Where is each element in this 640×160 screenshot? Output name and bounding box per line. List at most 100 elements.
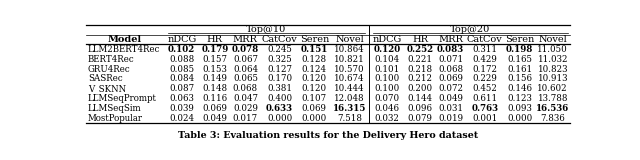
Text: 0.151: 0.151 [301, 45, 328, 54]
Text: 0.069: 0.069 [302, 104, 327, 113]
Text: 0.120: 0.120 [301, 74, 327, 84]
Text: 13.788: 13.788 [538, 94, 568, 103]
Text: 0.148: 0.148 [202, 84, 227, 93]
Text: 0.156: 0.156 [507, 74, 532, 84]
Text: Seren: Seren [505, 35, 534, 44]
Text: 0.000: 0.000 [301, 114, 327, 123]
Text: 0.100: 0.100 [374, 74, 399, 84]
Text: CatCov: CatCov [262, 35, 298, 44]
Text: 0.071: 0.071 [438, 55, 463, 64]
Text: 0.069: 0.069 [202, 104, 227, 113]
Text: 0.096: 0.096 [408, 104, 433, 113]
Text: 0.429: 0.429 [472, 55, 497, 64]
Text: 0.085: 0.085 [169, 65, 195, 74]
Text: 0.128: 0.128 [301, 55, 327, 64]
Text: 11.032: 11.032 [538, 55, 568, 64]
Text: MostPopular: MostPopular [88, 114, 143, 123]
Text: 0.149: 0.149 [202, 74, 227, 84]
Text: 0.400: 0.400 [267, 94, 292, 103]
Text: 0.170: 0.170 [267, 74, 292, 84]
Text: 0.031: 0.031 [438, 104, 463, 113]
Text: 0.146: 0.146 [507, 84, 532, 93]
Text: 0.611: 0.611 [472, 94, 497, 103]
Text: 0.101: 0.101 [374, 65, 399, 74]
Text: 7.836: 7.836 [540, 114, 565, 123]
Text: Model: Model [108, 35, 142, 44]
Text: 10.823: 10.823 [538, 65, 568, 74]
Text: 0.144: 0.144 [408, 94, 433, 103]
Text: V_SKNN: V_SKNN [88, 84, 126, 94]
Text: 0.200: 0.200 [408, 84, 433, 93]
Text: Novel: Novel [335, 35, 364, 44]
Text: 0.104: 0.104 [374, 55, 399, 64]
Text: 0.070: 0.070 [374, 94, 399, 103]
Text: BERT4Rec: BERT4Rec [88, 55, 134, 64]
Text: 0.017: 0.017 [233, 114, 258, 123]
Text: 0.019: 0.019 [438, 114, 463, 123]
Text: 0.172: 0.172 [472, 65, 497, 74]
Text: nDCG: nDCG [372, 35, 401, 44]
Text: 0.024: 0.024 [169, 114, 194, 123]
Text: 16.315: 16.315 [333, 104, 366, 113]
Text: 0.311: 0.311 [472, 45, 497, 54]
Text: nDCG: nDCG [167, 35, 196, 44]
Text: HR: HR [412, 35, 428, 44]
Text: 0.325: 0.325 [268, 55, 292, 64]
Text: 0.157: 0.157 [202, 55, 227, 64]
Text: 0.179: 0.179 [201, 45, 228, 54]
Text: 0.032: 0.032 [374, 114, 399, 123]
Text: 0.763: 0.763 [471, 104, 499, 113]
Text: GRU4Rec: GRU4Rec [88, 65, 131, 74]
Text: 0.063: 0.063 [170, 94, 194, 103]
Text: 0.067: 0.067 [233, 55, 258, 64]
Text: CatCov: CatCov [467, 35, 502, 44]
Text: 0.381: 0.381 [267, 84, 292, 93]
Text: 11.050: 11.050 [538, 45, 568, 54]
Text: 0.065: 0.065 [233, 74, 258, 84]
Text: 0.252: 0.252 [406, 45, 434, 54]
Text: 16.536: 16.536 [536, 104, 570, 113]
Text: 0.001: 0.001 [472, 114, 497, 123]
Text: 0.120: 0.120 [373, 45, 401, 54]
Text: 0.087: 0.087 [169, 84, 195, 93]
Text: 0.198: 0.198 [506, 45, 533, 54]
Text: Table 3: Evaluation results for the Delivery Hero dataset: Table 3: Evaluation results for the Deli… [178, 131, 478, 140]
Text: Novel: Novel [538, 35, 567, 44]
Text: 10.913: 10.913 [538, 74, 568, 84]
Text: 0.124: 0.124 [302, 65, 327, 74]
Text: 10.602: 10.602 [538, 84, 568, 93]
Text: 0.102: 0.102 [168, 45, 195, 54]
Text: Top@20: Top@20 [450, 25, 490, 34]
Text: 0.068: 0.068 [438, 65, 463, 74]
Text: 0.000: 0.000 [507, 114, 532, 123]
Text: 10.570: 10.570 [334, 65, 365, 74]
Text: 0.452: 0.452 [472, 84, 497, 93]
Text: 0.123: 0.123 [507, 94, 532, 103]
Text: 0.068: 0.068 [233, 84, 258, 93]
Text: 10.674: 10.674 [334, 74, 365, 84]
Text: 0.046: 0.046 [374, 104, 399, 113]
Text: 12.048: 12.048 [334, 94, 365, 103]
Text: 0.064: 0.064 [233, 65, 258, 74]
Text: LLMSeqPrompt: LLMSeqPrompt [88, 94, 157, 103]
Text: 0.107: 0.107 [301, 94, 327, 103]
Text: 0.212: 0.212 [408, 74, 433, 84]
Text: 10.444: 10.444 [334, 84, 365, 93]
Text: 0.072: 0.072 [438, 84, 463, 93]
Text: MRR: MRR [233, 35, 258, 44]
Text: 0.245: 0.245 [267, 45, 292, 54]
Text: 0.047: 0.047 [233, 94, 258, 103]
Text: 0.000: 0.000 [267, 114, 292, 123]
Text: 0.127: 0.127 [267, 65, 292, 74]
Text: MRR: MRR [438, 35, 463, 44]
Text: 0.093: 0.093 [507, 104, 532, 113]
Text: LLM2BERT4Rec: LLM2BERT4Rec [88, 45, 160, 54]
Text: 0.049: 0.049 [202, 114, 227, 123]
Text: 0.633: 0.633 [266, 104, 293, 113]
Text: 10.821: 10.821 [334, 55, 365, 64]
Text: Seren: Seren [300, 35, 329, 44]
Text: 0.153: 0.153 [202, 65, 227, 74]
Text: LLMSeqSim: LLMSeqSim [88, 104, 141, 113]
Text: 0.120: 0.120 [301, 84, 327, 93]
Text: 0.069: 0.069 [438, 74, 463, 84]
